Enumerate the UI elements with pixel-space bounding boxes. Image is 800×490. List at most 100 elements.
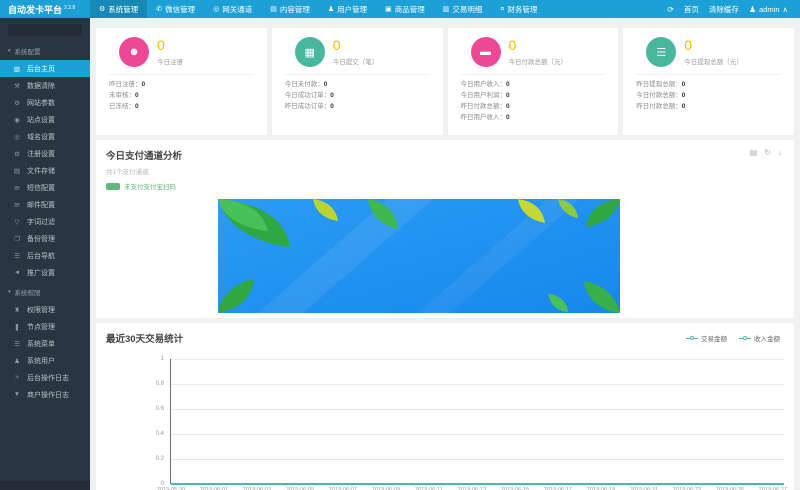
x-tick-label: 2019-06-15 xyxy=(500,487,530,490)
transactions-legend: 交易金额 收入金额 xyxy=(686,333,780,343)
stat-value: 0 xyxy=(508,37,517,53)
sidebar-item-file-storage[interactable]: ▤ 文件存储 xyxy=(13,167,55,175)
payment-channel-section: 今日支付通道分析 共1个支付通道 未支付支付宝扫码 ▤ ↻ ↓ xyxy=(96,140,794,318)
register-icon: ⚙ xyxy=(14,150,20,158)
sidebar-item-dashboard[interactable]: ▥ 后台主页 xyxy=(0,60,90,77)
x-tick-label: 2019-06-09 xyxy=(371,487,401,490)
sysmenu-icon: ☰ xyxy=(14,340,20,348)
legend-item-amount[interactable]: 交易金额 xyxy=(686,333,727,343)
home-link[interactable]: 首页 xyxy=(683,4,699,14)
sidebar-item-register-settings[interactable]: ⚙ 注册设置 xyxy=(14,150,55,158)
stat-card-withdrawals: ☰ 0 今日提现总额（元） 昨日提现总额：0 今日付款总额：0 昨日付款总额：0 xyxy=(623,28,794,135)
refresh-icon[interactable]: ⟳ xyxy=(667,4,674,14)
card-calendar-icon: ▦ xyxy=(294,37,325,67)
gridline xyxy=(171,359,784,360)
x-tick-label: 2019-06-07 xyxy=(328,487,358,490)
site-icon: ◉ xyxy=(14,116,20,124)
perm-icon: ♜ xyxy=(14,306,20,314)
content-icon: ▤ xyxy=(270,6,277,13)
stat-cards-row: ☻ 0 今日注册 昨日注册：0 未审核：0 已冻结：0 ▦ 0 今日提交（笔） xyxy=(96,28,794,135)
backup-icon: ❐ xyxy=(14,235,20,243)
sidebar-item-mail-config[interactable]: ✉ 邮件配置 xyxy=(14,201,55,209)
nav-item-goods[interactable]: ▣ 商品管理 xyxy=(385,4,425,14)
nav-item-finance[interactable]: ¤ 财务管理 xyxy=(500,4,538,14)
nav-item-system[interactable]: ⚙ 系统管理 xyxy=(90,0,148,18)
user-menu[interactable]: ♟ admin ∧ xyxy=(749,5,788,14)
app-logo: 自动发卡平台 2.3.8 xyxy=(8,4,76,15)
node-icon: ❚ xyxy=(14,323,20,331)
nav-item-gateway[interactable]: ◎ 网关通道 xyxy=(213,4,253,14)
sidebar-item-admin-log[interactable]: > 后台操作日志 xyxy=(0,369,90,386)
wechat-icon: ✆ xyxy=(156,6,163,13)
payment-section-title: 今日支付通道分析 xyxy=(106,151,183,162)
payment-legend-item[interactable]: 未支付支付宝扫码 xyxy=(106,181,784,191)
stat-detail: 今日用户收入：0 xyxy=(460,81,510,88)
sidebar-search-input[interactable] xyxy=(8,24,82,36)
params-icon: ⚙ xyxy=(14,99,20,107)
download-icon[interactable]: ↓ xyxy=(778,148,782,157)
stat-detail: 今日用户利润：0 xyxy=(460,92,510,99)
caret-down-icon: ▾ xyxy=(8,289,11,295)
sidebar-group-system-config[interactable]: ▾ 系统配置 xyxy=(8,48,41,56)
sidebar-item-backup[interactable]: ❐ 备份管理 xyxy=(14,235,55,243)
app-version: 2.3.8 xyxy=(64,4,76,11)
x-tick-label: 2019-06-27 xyxy=(758,487,788,490)
top-bar: 自动发卡平台 2.3.8 ⚙ 系统管理 ✆ 微信管理 ◎ 网关通道 ▤ 内容管理 ♟ 用户管… xyxy=(0,0,800,18)
nav-item-content[interactable]: ▤ 内容管理 xyxy=(270,4,310,14)
stat-detail: 昨日付款总额：0 xyxy=(636,103,686,110)
clear-cache-link[interactable]: 清除缓存 xyxy=(708,4,739,14)
y-tick-label: 0.6 xyxy=(155,406,164,412)
sidebar-item-merchant-log[interactable]: ▼ 商户操作日志 xyxy=(13,391,69,399)
nav-item-users[interactable]: ♟ 用户管理 xyxy=(327,4,368,14)
sidebar-collapse-bar[interactable] xyxy=(0,481,90,490)
sidebar-item-system-users[interactable]: ♟ 系统用户 xyxy=(14,357,55,365)
stat-label: 今日提现总额（元） xyxy=(684,59,743,66)
restore-icon[interactable]: ↻ xyxy=(764,148,771,157)
x-tick-label: 2019-06-05 xyxy=(285,487,315,490)
nav-item-wechat[interactable]: ✆ 微信管理 xyxy=(156,4,196,14)
data-view-icon[interactable]: ▤ xyxy=(749,148,758,157)
stat-value: 0 xyxy=(684,37,693,53)
gear-icon: ⚙ xyxy=(99,6,106,13)
person-icon: ♟ xyxy=(748,4,757,14)
line-marker-icon xyxy=(739,336,751,340)
users-icon: ♟ xyxy=(327,6,335,13)
chart-icon: ▥ xyxy=(442,6,450,13)
stat-detail: 昨日用户收入：0 xyxy=(460,114,510,121)
sms-icon: ✉ xyxy=(14,184,20,192)
stat-detail: 今日付款总额：0 xyxy=(636,92,686,99)
sidebar-item-site-settings[interactable]: ◉ 站点设置 xyxy=(14,116,55,124)
nav-icon: ☰ xyxy=(14,252,20,260)
filter-icon: ▽ xyxy=(14,218,20,226)
plot-area: 2019-05-30 2019-06-01 2019-06-03 2019-06… xyxy=(157,359,787,490)
goods-icon: ▣ xyxy=(385,6,392,13)
gridline xyxy=(171,409,784,410)
caret-up-icon: ∧ xyxy=(782,4,789,14)
sidebar-item-sms-config[interactable]: ✉ 短信配置 xyxy=(14,184,55,192)
line-marker-icon xyxy=(686,336,698,340)
legend-item-income[interactable]: 收入金额 xyxy=(739,333,780,343)
storage-icon: ▤ xyxy=(13,167,21,175)
sidebar-item-system-menu[interactable]: ☰ 系统菜单 xyxy=(14,340,55,348)
x-tick-label: 2019-06-19 xyxy=(586,487,616,490)
finance-icon: ¤ xyxy=(500,5,505,13)
sidebar-item-promotion[interactable]: ◄ 推广设置 xyxy=(13,269,55,277)
nav-item-trades[interactable]: ▥ 交易明细 xyxy=(442,4,483,14)
promo-icon: ◄ xyxy=(13,269,21,276)
sidebar-item-node-manage[interactable]: ❚ 节点管理 xyxy=(14,323,55,331)
gridline xyxy=(171,434,784,435)
stat-label: 今日提交（笔） xyxy=(332,59,379,66)
y-tick-label: 0.4 xyxy=(155,431,164,437)
sidebar-item-data-clean[interactable]: ⚒ 数据清除 xyxy=(14,82,55,90)
sidebar-item-admin-nav[interactable]: ☰ 后台导航 xyxy=(14,252,55,260)
sidebar-item-domain-settings[interactable]: ◎ 域名设置 xyxy=(14,133,55,141)
sidebar-item-perm-manage[interactable]: ♜ 权限管理 xyxy=(14,306,55,314)
sidebar-group-system-perms[interactable]: ▾ 系统权限 xyxy=(8,289,41,297)
x-tick-label: 2019-06-01 xyxy=(199,487,229,490)
payment-illustration xyxy=(218,199,620,313)
stat-detail: 今日成功订单：0 xyxy=(284,92,334,99)
sidebar-item-site-params[interactable]: ⚙ 网站参数 xyxy=(14,99,55,107)
username: admin xyxy=(759,4,780,14)
sidebar-item-word-filter[interactable]: ▽ 字词过滤 xyxy=(14,218,56,226)
stat-detail: 已冻结：0 xyxy=(109,103,139,110)
